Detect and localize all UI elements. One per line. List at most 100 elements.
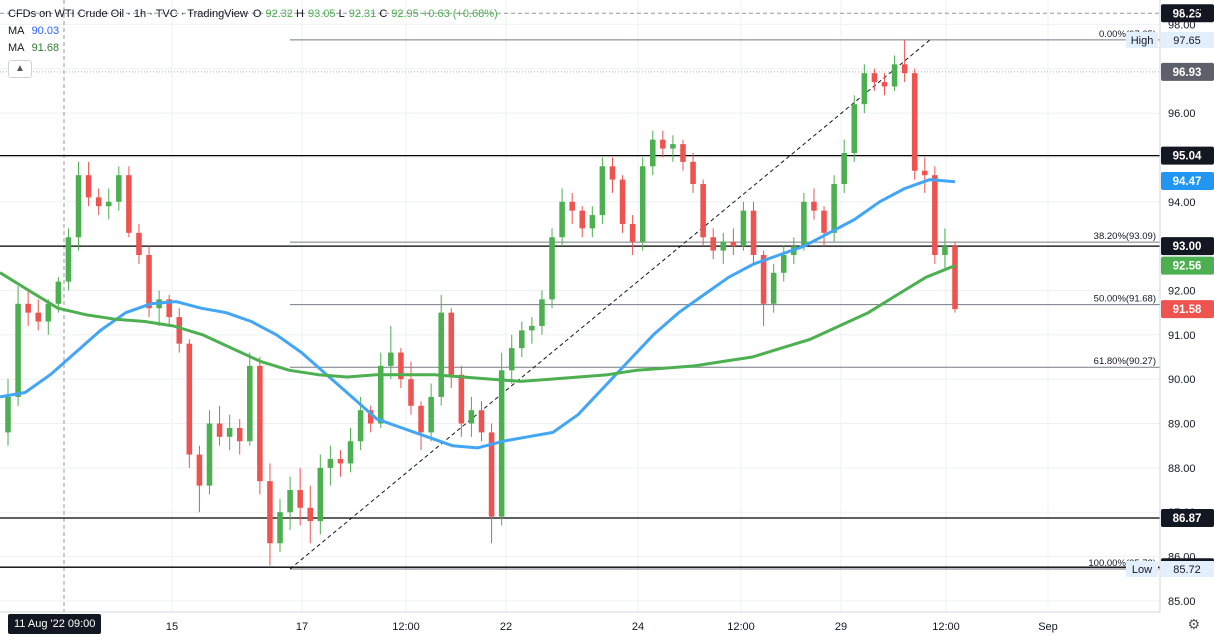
fib-level-label: 50.00%(91.68) <box>1094 294 1156 305</box>
candle-body <box>307 507 314 522</box>
candle-body <box>498 370 505 517</box>
low-value: 92.31 <box>348 8 377 20</box>
candle-body <box>851 104 858 153</box>
fib-level-label: 38.20%(93.09) <box>1094 231 1156 242</box>
price-badge-value: 96.93 <box>1173 67 1202 79</box>
fib-trendline <box>289 39 931 570</box>
candle-body <box>226 427 233 437</box>
candle-body <box>247 365 253 442</box>
candle-body <box>428 396 434 433</box>
candle-body <box>710 237 716 251</box>
candle-body <box>670 144 676 149</box>
candle-body <box>327 459 334 468</box>
candle-body <box>549 237 555 300</box>
legend-symbol-row: CFDs on WTI Crude Oil · 1h · TVC · Tradi… <box>8 6 498 23</box>
candle-body <box>55 281 62 304</box>
candle-body <box>85 175 92 198</box>
candle-body <box>337 459 344 464</box>
candle-body <box>881 82 888 87</box>
candle-body <box>559 201 565 238</box>
candle-body <box>35 312 41 322</box>
candle-body <box>377 365 384 424</box>
candle-body <box>871 73 878 83</box>
currency-label[interactable]: USD <box>1182 4 1206 16</box>
candle-body <box>347 441 354 464</box>
candle-body <box>186 343 193 455</box>
price-badge-value: 92.56 <box>1173 261 1202 273</box>
time-tick-label: 29 <box>835 621 847 633</box>
ma-blue-line <box>0 178 956 450</box>
ma-green-value: 91.68 <box>31 42 60 54</box>
legend-collapse-button[interactable]: ▲ <box>8 60 32 78</box>
candle-body <box>821 210 827 233</box>
extreme-value-box <box>1161 31 1214 48</box>
price-tick-label: 90.00 <box>1168 374 1196 386</box>
candle-body <box>649 139 656 167</box>
ma-green-line <box>0 264 956 383</box>
legend-ma-blue[interactable]: MA 90.03 <box>8 23 498 40</box>
candle-body <box>398 352 404 380</box>
candle-body <box>206 423 213 486</box>
extreme-label: Low <box>1132 564 1152 576</box>
candle-body <box>569 201 575 211</box>
price-badge <box>1161 256 1214 275</box>
price-badge <box>1161 300 1214 319</box>
candle-body <box>95 197 102 207</box>
candle-body <box>811 201 817 211</box>
price-tick-label: 98.00 <box>1168 19 1196 31</box>
candle-body <box>660 139 666 149</box>
ma-blue-value: 90.03 <box>31 25 60 37</box>
candle-body <box>599 166 606 216</box>
candle-body <box>388 352 394 366</box>
ma-blue-label: MA <box>8 25 25 37</box>
time-tick-label: 12:00 <box>932 621 960 633</box>
close-value: 92.95 <box>391 8 419 20</box>
candle-body <box>639 166 646 242</box>
price-tick-label: 85.00 <box>1168 596 1196 608</box>
candle-body <box>488 432 495 517</box>
close-label: C <box>379 8 388 20</box>
candle-body <box>589 215 596 229</box>
low-label: L <box>338 8 345 20</box>
extreme-label-box <box>1126 31 1158 48</box>
legend-ma-green[interactable]: MA 91.68 <box>8 40 498 57</box>
candle-body <box>166 299 172 318</box>
candle-body <box>841 153 847 185</box>
candle-body <box>15 303 21 397</box>
price-badge-value: 95.04 <box>1173 151 1202 163</box>
candle-body <box>901 64 908 74</box>
candle-body <box>579 210 586 229</box>
price-badge <box>1161 237 1214 256</box>
candle-body <box>297 490 303 508</box>
candle-body <box>750 210 757 255</box>
price-tick-label: 91.00 <box>1168 330 1196 342</box>
candle-body <box>418 405 424 433</box>
high-value: 93.05 <box>308 8 336 20</box>
candle-body <box>45 303 52 322</box>
candle-body <box>357 410 364 442</box>
chevron-up-icon: ▲ <box>15 63 25 74</box>
high-label: H <box>296 8 304 20</box>
price-badge <box>1161 62 1214 81</box>
candle-body <box>438 312 444 397</box>
candle-body <box>176 317 183 344</box>
candle-body <box>136 232 142 255</box>
price-tick-label: 96.00 <box>1168 108 1196 120</box>
candle-body <box>75 175 82 238</box>
candle-body <box>116 175 122 202</box>
candle-body <box>216 423 223 437</box>
candle-body <box>539 299 545 326</box>
gear-icon[interactable]: ⚙ <box>1187 616 1200 632</box>
open-label: O <box>252 8 262 20</box>
candle-body <box>780 255 787 273</box>
candle-body <box>236 427 243 442</box>
time-tick-label: 22 <box>500 621 512 633</box>
price-badge <box>1161 146 1214 165</box>
time-tick-label: 12:00 <box>727 621 755 633</box>
price-badge-value: 93.00 <box>1173 241 1202 253</box>
price-tick-label: 94.00 <box>1168 197 1196 209</box>
time-tick-label: 24 <box>632 621 644 633</box>
symbol-title[interactable]: CFDs on WTI Crude Oil · 1h · TVC · Tradi… <box>8 8 248 20</box>
